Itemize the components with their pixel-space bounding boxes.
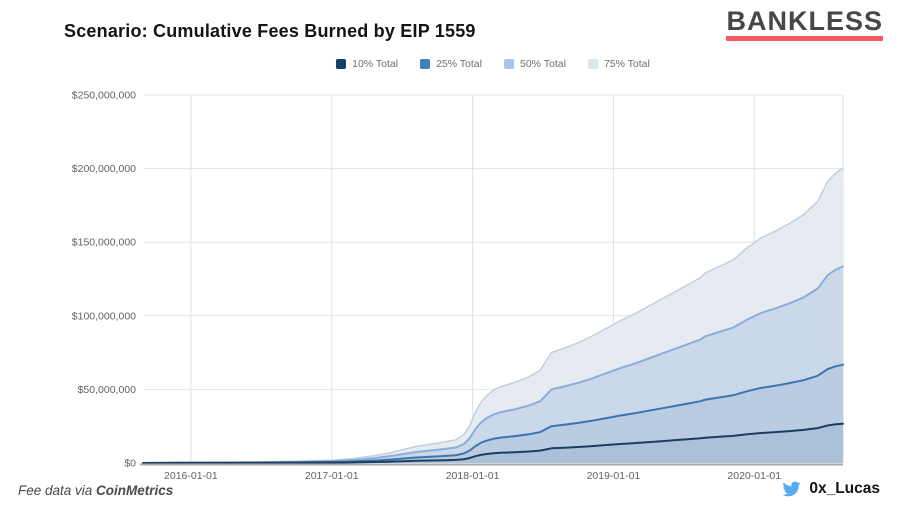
area-series-10pct <box>143 423 843 463</box>
data-source-name: CoinMetrics <box>96 483 174 498</box>
x-tick-label: 2018-01-01 <box>446 470 500 482</box>
line-series-25pct <box>142 363 844 464</box>
twitter-icon <box>782 481 801 497</box>
legend-item-25pct: 25% Total <box>420 58 482 70</box>
area-series-25pct <box>143 364 843 463</box>
x-tick-label: 2017-01-01 <box>305 470 359 482</box>
bankless-logo: BANKLESS <box>726 6 883 42</box>
legend-label-10pct: 10% Total <box>352 58 399 70</box>
line-series-10pct <box>142 422 844 464</box>
y-tick-label: $250,000,000 <box>72 90 136 102</box>
bankless-logo-text: BANKLESS <box>726 6 883 36</box>
line-series-75pct <box>142 167 844 464</box>
legend-item-75pct: 75% Total <box>587 58 650 70</box>
legend-label-50pct: 50% Total <box>520 58 566 70</box>
chart-title: Scenario: Cumulative Fees Burned by EIP … <box>64 21 476 41</box>
y-tick-label: $150,000,000 <box>72 237 136 249</box>
data-source-note: Fee data via CoinMetrics <box>18 483 173 498</box>
data-source-prefix: Fee data via <box>18 483 97 498</box>
y-tick-label: $50,000,000 <box>78 384 137 396</box>
legend-label-25pct: 25% Total <box>436 58 482 70</box>
y-tick-label: $0 <box>124 458 136 470</box>
legend-swatch-25pct <box>420 59 431 69</box>
chart-legend: 10% Total 25% Total 50% Total 75% Total <box>143 58 843 70</box>
author-credit: 0x_Lucas <box>781 480 880 498</box>
line-series-50pct <box>142 265 844 464</box>
x-tick-label: 2019-01-01 <box>587 470 641 482</box>
legend-swatch-10pct <box>336 59 347 69</box>
legend-label-75pct: 75% Total <box>603 58 650 70</box>
bankless-logo-underline <box>726 36 883 42</box>
x-tick-label: 2020-01-01 <box>727 470 781 482</box>
y-tick-label: $200,000,000 <box>72 163 136 175</box>
legend-item-50pct: 50% Total <box>504 58 566 70</box>
author-handle: 0x_Lucas <box>809 480 880 497</box>
legend-swatch-50pct <box>504 59 514 69</box>
x-tick-label: 2016-01-01 <box>164 470 218 482</box>
legend-item-10pct: 10% Total <box>336 58 398 70</box>
y-tick-label: $100,000,000 <box>72 310 136 322</box>
legend-swatch-75pct <box>587 59 598 69</box>
